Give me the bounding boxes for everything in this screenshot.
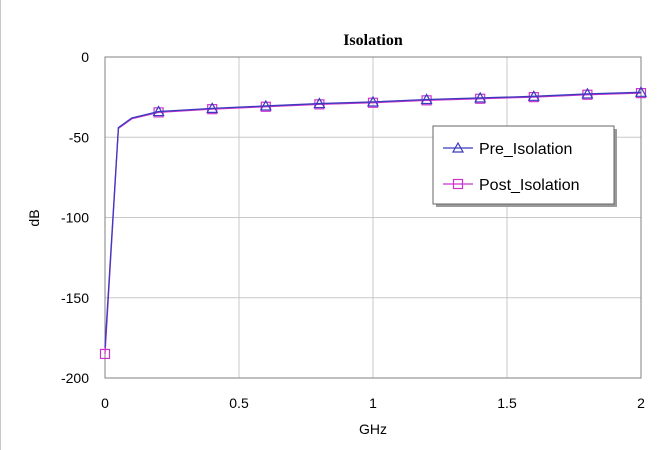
x-tick-label: 2 [637,395,645,411]
square-marker [528,92,539,103]
triangle-marker [206,102,219,113]
y-tick-label: -200 [61,370,89,386]
plot-area [104,56,642,379]
legend-box [432,125,615,205]
y-axis-ticks: 0 -50 -100 -150 -200 [61,49,89,386]
legend: Pre_Isolation Post_Isolation [432,125,617,207]
triangle-marker [527,90,540,101]
chart-title: Isolation [343,32,403,49]
square-marker [475,93,486,104]
triangle-marker [152,105,165,117]
triangle-marker [474,91,487,103]
triangle-marker [634,86,648,97]
legend-label: Pre_Isolation [479,141,572,158]
grid [105,57,641,378]
triangle-marker [259,99,272,111]
x-tick-label: 0 [101,395,109,411]
square-marker [99,348,111,360]
x-tick-label: 1.5 [497,395,517,411]
series-line [104,92,642,354]
triangle-marker [313,97,326,109]
series-line [104,91,642,348]
square-marker [367,97,379,108]
series-layer [99,86,648,360]
y-axis-title: dB [26,209,42,226]
y-tick-label: -50 [69,129,89,145]
y-tick-label: -100 [61,210,89,226]
triangle-marker [366,95,380,107]
x-tick-label: 1 [369,395,377,411]
series-pre-isolation [104,86,648,348]
y-tick-label: -150 [61,290,89,306]
triangle-marker [581,87,594,99]
triangle-marker [420,93,433,105]
legend-square-marker [452,178,464,190]
x-tick-label: 0.5 [229,395,249,411]
legend-triangle-marker [451,141,465,153]
legend-label: Post_Isolation [479,177,580,194]
x-axis-title: GHz [359,421,387,437]
x-axis-ticks: 0 0.5 1 1.5 2 [101,395,645,411]
y-tick-label: 0 [81,49,89,65]
square-marker [635,88,647,99]
